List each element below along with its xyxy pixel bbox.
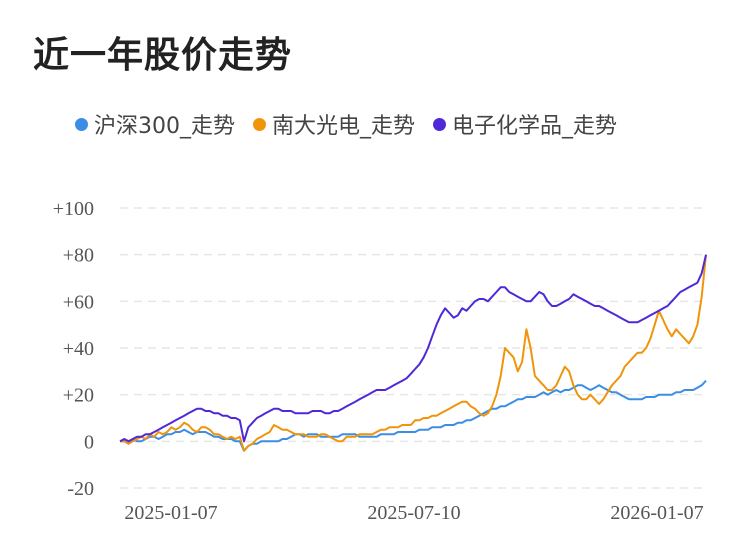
y-tick-label: -20 bbox=[67, 478, 94, 500]
legend-item: 沪深300_走势 bbox=[75, 108, 235, 140]
y-tick-label: +80 bbox=[63, 245, 94, 267]
y-tick-label: 0 bbox=[84, 431, 94, 453]
y-tick-label: +20 bbox=[63, 385, 94, 407]
legend-label: 电子化学品_走势 bbox=[452, 114, 618, 139]
legend-label: 沪深300_走势 bbox=[94, 114, 235, 139]
chart-title: 近一年股价走势 bbox=[33, 35, 293, 76]
x-axis-ticks: 2025-01-07 2025-07-10 2026-01-07 bbox=[124, 502, 703, 524]
series-line-3 bbox=[119, 254, 707, 443]
legend-item: 南大光电_走势 bbox=[253, 108, 415, 140]
x-tick-label: 2026-01-07 bbox=[610, 502, 703, 524]
series-lines bbox=[119, 254, 707, 452]
chart-legend: 沪深300_走势 南大光电_走势 电子化学品_走势 bbox=[75, 108, 635, 140]
legend-marker bbox=[253, 117, 266, 131]
legend-item: 电子化学品_走势 bbox=[433, 108, 617, 140]
y-axis-ticks: -20 0 +20 +40 +60 +80 +100 bbox=[53, 198, 94, 500]
y-tick-label: +60 bbox=[63, 291, 94, 313]
series-line-1 bbox=[120, 380, 707, 452]
y-tick-label: +100 bbox=[53, 198, 94, 220]
y-tick-label: +40 bbox=[63, 338, 94, 360]
legend-marker bbox=[433, 117, 447, 131]
legend-label: 南大光电_走势 bbox=[272, 114, 416, 139]
x-tick-label: 2025-01-07 bbox=[124, 502, 217, 524]
x-tick-label: 2025-07-10 bbox=[367, 502, 460, 524]
series-line-2 bbox=[120, 254, 707, 452]
legend-marker bbox=[75, 117, 88, 131]
grid-lines bbox=[120, 207, 706, 489]
